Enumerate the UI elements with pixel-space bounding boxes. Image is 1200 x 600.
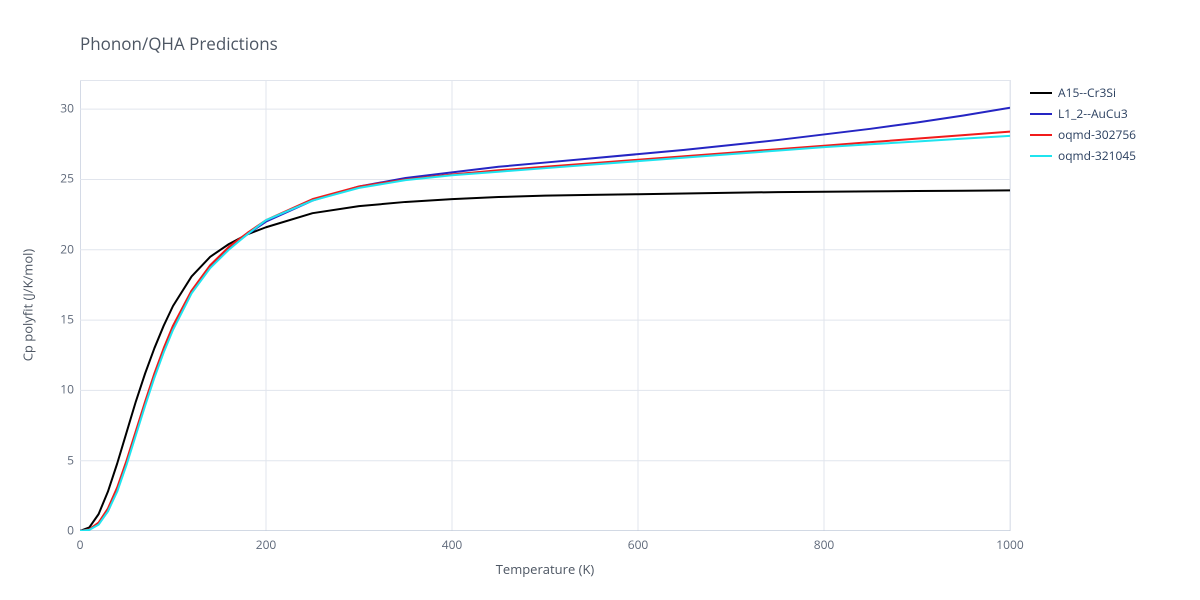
- y-tick-label: 0: [44, 522, 74, 539]
- legend-swatch: [1030, 134, 1052, 136]
- plot-area[interactable]: [80, 80, 1011, 531]
- series-line[interactable]: [80, 190, 1010, 531]
- y-tick-label: 30: [44, 100, 74, 117]
- legend-label: oqmd-302756: [1058, 126, 1136, 143]
- y-tick-label: 20: [44, 240, 74, 257]
- chart-title: Phonon/QHA Predictions: [80, 32, 278, 55]
- legend-swatch: [1030, 113, 1052, 115]
- x-tick-label: 0: [77, 536, 84, 553]
- y-axis-label: Cp polyfit (J/K/mol): [18, 80, 36, 530]
- x-tick-label: 400: [442, 536, 463, 553]
- legend: A15--Cr3Si L1_2--AuCu3 oqmd-302756 oqmd-321…: [1030, 82, 1136, 166]
- x-tick-label: 800: [814, 536, 835, 553]
- legend-item[interactable]: oqmd-321045: [1030, 145, 1136, 166]
- legend-swatch: [1030, 92, 1052, 94]
- y-tick-label: 15: [44, 311, 74, 328]
- x-tick-label: 600: [628, 536, 649, 553]
- legend-item[interactable]: A15--Cr3Si: [1030, 82, 1136, 103]
- y-axis-label-text: Cp polyfit (J/K/mol): [18, 249, 36, 362]
- chart-svg: [80, 81, 1010, 531]
- legend-item[interactable]: L1_2--AuCu3: [1030, 103, 1136, 124]
- y-tick-label: 5: [44, 451, 74, 468]
- legend-swatch: [1030, 155, 1052, 157]
- legend-label: A15--Cr3Si: [1058, 84, 1116, 101]
- chart-container: Phonon/QHA Predictions 02004006008001000…: [0, 0, 1200, 600]
- legend-item[interactable]: oqmd-302756: [1030, 124, 1136, 145]
- y-tick-label: 25: [44, 170, 74, 187]
- legend-label: oqmd-321045: [1058, 147, 1136, 164]
- x-axis-label: Temperature (K): [80, 560, 1010, 578]
- series-line[interactable]: [80, 108, 1010, 531]
- y-tick-label: 10: [44, 381, 74, 398]
- x-tick-label: 200: [256, 536, 277, 553]
- legend-label: L1_2--AuCu3: [1058, 105, 1128, 122]
- x-tick-label: 1000: [996, 536, 1023, 553]
